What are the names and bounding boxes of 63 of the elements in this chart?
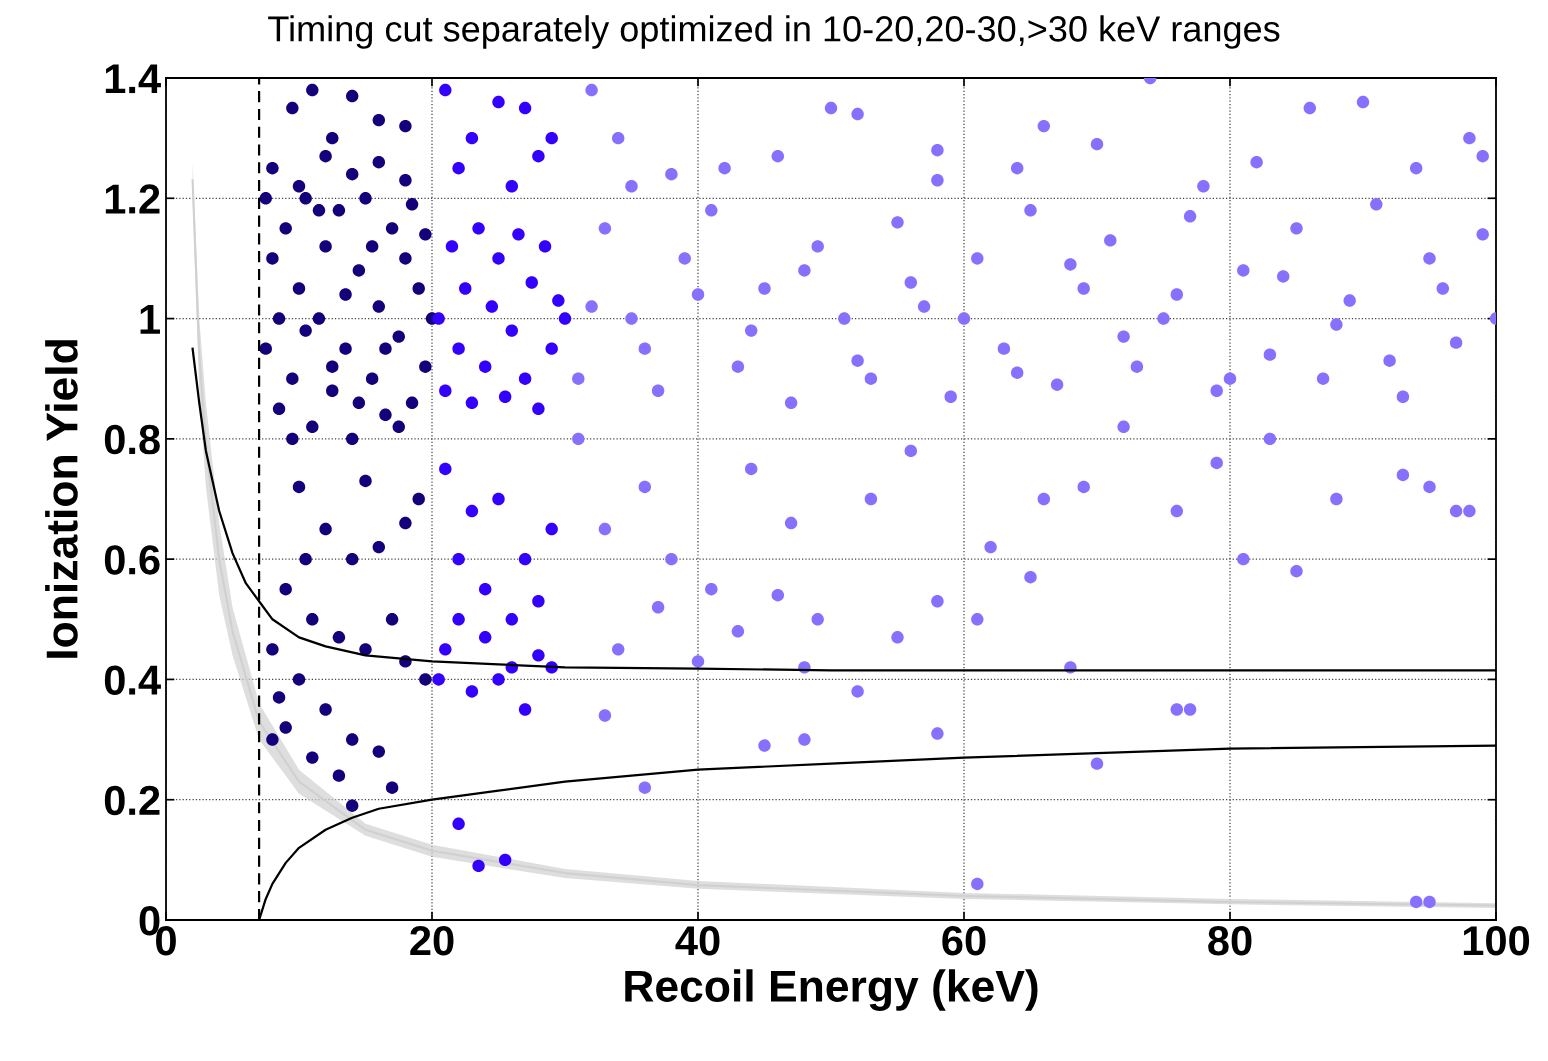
y-tick-label: 0.8	[104, 424, 160, 455]
point	[518, 101, 532, 115]
point	[518, 703, 532, 716]
point	[518, 552, 532, 566]
point	[432, 673, 445, 686]
point	[552, 294, 565, 307]
point	[545, 342, 558, 355]
point	[465, 131, 479, 145]
point	[498, 853, 512, 867]
point	[432, 312, 445, 325]
point	[532, 402, 545, 415]
point	[445, 240, 459, 253]
point	[478, 631, 492, 644]
point	[532, 649, 545, 662]
point	[505, 613, 519, 626]
chart-title: Timing cut separately optimized in 10-20,20-30,>30 keV ranges	[268, 15, 1280, 49]
point	[532, 149, 545, 163]
point	[538, 240, 552, 253]
point	[558, 312, 572, 325]
y-tick-label: 1.2	[105, 184, 160, 214]
point	[465, 504, 479, 518]
point	[459, 282, 472, 295]
point	[498, 390, 512, 403]
y-axis-title: Ionization Yield	[45, 340, 78, 658]
point	[452, 613, 465, 626]
point	[452, 552, 465, 566]
point	[472, 222, 485, 235]
point	[439, 462, 452, 476]
point	[465, 396, 479, 409]
x-tick-label: 80	[1208, 925, 1252, 956]
point	[452, 817, 465, 830]
point	[478, 360, 492, 373]
x-axis-title: Recoil Energy (keV)	[625, 969, 1038, 1011]
y-tick-label: 1	[140, 305, 160, 334]
point	[505, 324, 519, 337]
point	[492, 673, 505, 686]
point	[439, 643, 452, 656]
point	[512, 228, 525, 241]
point	[485, 300, 499, 313]
point	[492, 492, 505, 506]
point	[545, 522, 558, 536]
point	[478, 583, 492, 596]
point	[492, 252, 505, 265]
x-tick-label: 20	[410, 925, 454, 956]
point	[472, 859, 485, 873]
point	[439, 83, 452, 97]
x-tick-label: 100	[1463, 925, 1530, 956]
point	[452, 342, 465, 355]
y-tick-label: 1.4	[105, 64, 161, 94]
x-tick-label: 40	[675, 925, 720, 956]
y-tick-label: 0.4	[104, 665, 161, 695]
point	[492, 95, 505, 109]
y-tick-label: 0.6	[104, 545, 160, 575]
point	[465, 685, 479, 698]
point	[505, 180, 519, 193]
point	[525, 276, 538, 289]
point	[518, 372, 532, 385]
point	[545, 131, 558, 145]
point	[532, 595, 545, 608]
y-tick-label: 0.2	[104, 785, 160, 816]
x-tick-label: 60	[942, 925, 986, 956]
point	[439, 384, 452, 397]
point	[452, 162, 465, 175]
